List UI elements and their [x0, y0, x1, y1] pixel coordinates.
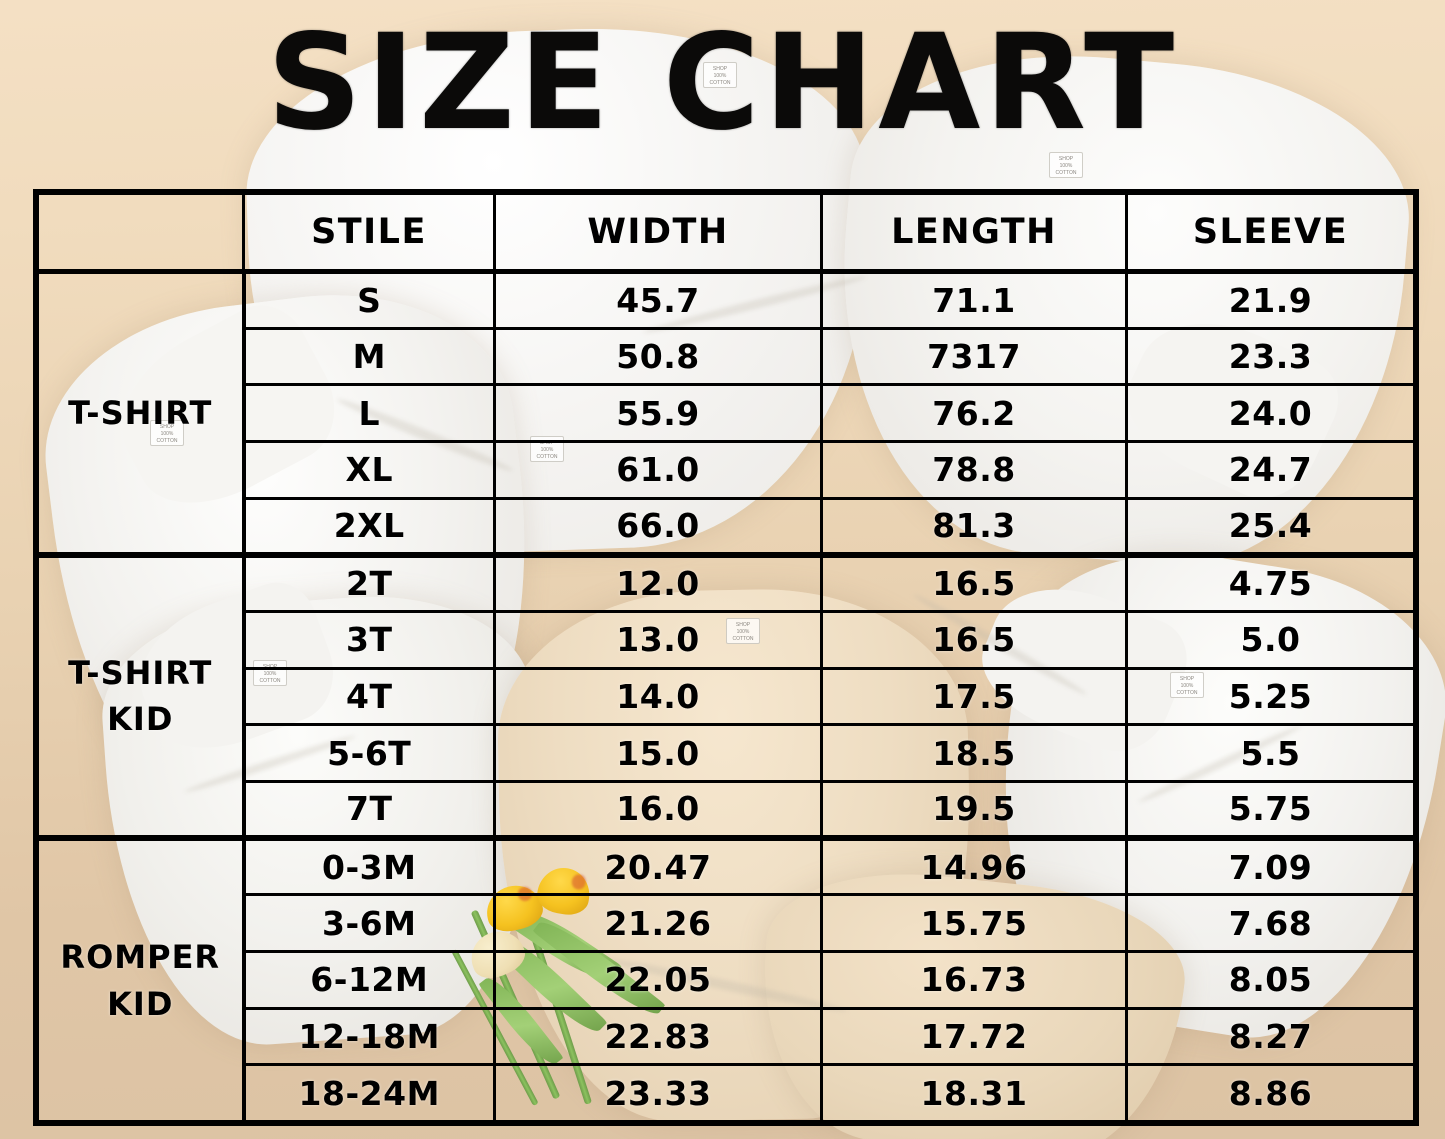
cell-width: 66.0	[493, 496, 823, 558]
cell-style: 6-12M	[242, 949, 496, 1010]
table-row: 18-24M 23.33 18.31 8.86	[38, 1063, 1416, 1123]
cell-style: S	[242, 270, 496, 330]
cell-length: 14.96	[820, 835, 1128, 897]
table-row: T-SHIRT S 45.7 71.1 21.9	[36, 269, 1416, 557]
cell-width: 13.0	[493, 609, 823, 670]
cell-width: 50.8	[493, 326, 823, 387]
cell-width: 16.0	[493, 779, 823, 842]
cell-width: 55.9	[493, 383, 823, 443]
cell-sleeve: 5.75	[1125, 779, 1416, 842]
cell-style: 5-6T	[242, 723, 496, 783]
table-header: STILE WIDTH LENGTH SLEEVE	[36, 192, 1416, 274]
table-row: T-SHIRT KID 2T 12.0 16.5 4.75	[36, 551, 1416, 840]
cell-sleeve: 25.4	[1125, 496, 1416, 558]
table-row: 2XL 66.0 81.3 25.4	[38, 496, 1416, 558]
cell-width: 12.0	[493, 551, 823, 613]
cell-length: 18.31	[820, 1063, 1128, 1123]
header-cell-sleeve: SLEEVE	[1125, 192, 1416, 274]
cell-sleeve: 8.86	[1125, 1063, 1416, 1123]
cell-style: 3T	[242, 609, 496, 670]
cell-width: 14.0	[493, 666, 823, 727]
cell-length: 81.3	[820, 496, 1128, 558]
cell-style: XL	[242, 439, 496, 500]
cell-length: 16.73	[820, 949, 1128, 1010]
cell-length: 71.1	[820, 270, 1128, 330]
cell-style: M	[242, 326, 496, 387]
category-line-2: KID	[107, 700, 174, 739]
table-row: 12-18M 22.83 17.72 8.27	[38, 1006, 1416, 1067]
cell-width: 15.0	[493, 723, 823, 783]
cell-sleeve: 5.5	[1125, 723, 1416, 783]
cell-sleeve: 8.27	[1125, 1006, 1416, 1067]
table-row: L 55.9 76.2 24.0	[38, 383, 1416, 443]
size-chart-table: STILE WIDTH LENGTH SLEEVE T-SHIRT S 45.7…	[33, 189, 1419, 1126]
header-cell-width: WIDTH	[493, 192, 823, 274]
cell-length: 16.5	[820, 551, 1128, 613]
cell-width: 20.47	[493, 835, 823, 897]
category-cell-tshirt-kid: T-SHIRT KID	[36, 551, 246, 840]
cell-sleeve: 5.0	[1125, 609, 1416, 670]
cell-style: 7T	[242, 779, 496, 842]
cell-style: 3-6M	[242, 893, 496, 953]
cell-length: 7317	[820, 326, 1128, 387]
garment-neck-label: SHOP 100% COTTON	[1049, 152, 1083, 178]
header-cell-style: STILE	[242, 192, 496, 274]
size-chart-table-container: STILE WIDTH LENGTH SLEEVE T-SHIRT S 45.7…	[33, 189, 1419, 1126]
cell-width: 22.05	[493, 949, 823, 1010]
page-title: SIZE CHART	[266, 6, 1179, 160]
table-row: 7T 16.0 19.5 5.75	[38, 779, 1416, 842]
cell-width: 61.0	[493, 439, 823, 500]
cell-width: 45.7	[493, 270, 823, 330]
cell-width: 22.83	[493, 1006, 823, 1067]
cell-length: 15.75	[820, 893, 1128, 953]
table-row: 4T 14.0 17.5 5.25	[38, 666, 1416, 727]
table-row: 5-6T 15.0 18.5 5.5	[38, 723, 1416, 783]
header-row: STILE WIDTH LENGTH SLEEVE	[36, 192, 1416, 274]
cell-length: 17.72	[820, 1006, 1128, 1067]
cell-sleeve: 24.0	[1125, 383, 1416, 443]
table-row: 3T 13.0 16.5 5.0	[38, 609, 1416, 670]
table-row: M 50.8 7317 23.3	[38, 326, 1416, 387]
category-cell-tshirt: T-SHIRT	[36, 269, 246, 557]
table-row: 3-6M 21.26 15.75 7.68	[38, 893, 1416, 953]
cell-length: 17.5	[820, 666, 1128, 727]
category-line-2: KID	[107, 984, 174, 1023]
cell-sleeve: 24.7	[1125, 439, 1416, 500]
cell-length: 78.8	[820, 439, 1128, 500]
cell-sleeve: 21.9	[1125, 270, 1416, 330]
cell-style: 18-24M	[242, 1063, 496, 1123]
cell-style: 2XL	[242, 496, 496, 558]
cell-sleeve: 4.75	[1125, 551, 1416, 613]
header-cell-length: LENGTH	[820, 192, 1128, 274]
cell-sleeve: 5.25	[1125, 666, 1416, 727]
cell-sleeve: 7.09	[1125, 835, 1416, 897]
cell-style: 12-18M	[242, 1006, 496, 1067]
cell-length: 16.5	[820, 609, 1128, 670]
cell-width: 21.26	[493, 893, 823, 953]
cell-style: L	[242, 383, 496, 443]
cell-style: 4T	[242, 666, 496, 727]
table-row: ROMPER KID 0-3M 20.47 14.96 7.09	[36, 835, 1416, 1124]
table-body: T-SHIRT S 45.7 71.1 21.9 M 50.8 7317 23.…	[36, 269, 1416, 1124]
cell-sleeve: 8.05	[1125, 949, 1416, 1010]
cell-sleeve: 7.68	[1125, 893, 1416, 953]
header-cell-blank	[36, 192, 245, 274]
category-line-1: T-SHIRT	[68, 654, 213, 693]
table-row: 6-12M 22.05 16.73 8.05	[38, 949, 1416, 1010]
category-line-1: ROMPER	[60, 938, 221, 977]
cell-length: 19.5	[820, 779, 1128, 842]
cell-length: 18.5	[820, 723, 1128, 783]
garment-neck-label: SHOP 100% COTTON	[703, 62, 737, 88]
cell-length: 76.2	[820, 383, 1128, 443]
table-row: XL 61.0 78.8 24.7	[38, 439, 1416, 500]
cell-style: 0-3M	[242, 835, 496, 897]
cell-style: 2T	[242, 551, 496, 613]
cell-sleeve: 23.3	[1125, 326, 1416, 387]
category-cell-romper-kid: ROMPER KID	[36, 835, 246, 1124]
cell-width: 23.33	[493, 1063, 823, 1123]
